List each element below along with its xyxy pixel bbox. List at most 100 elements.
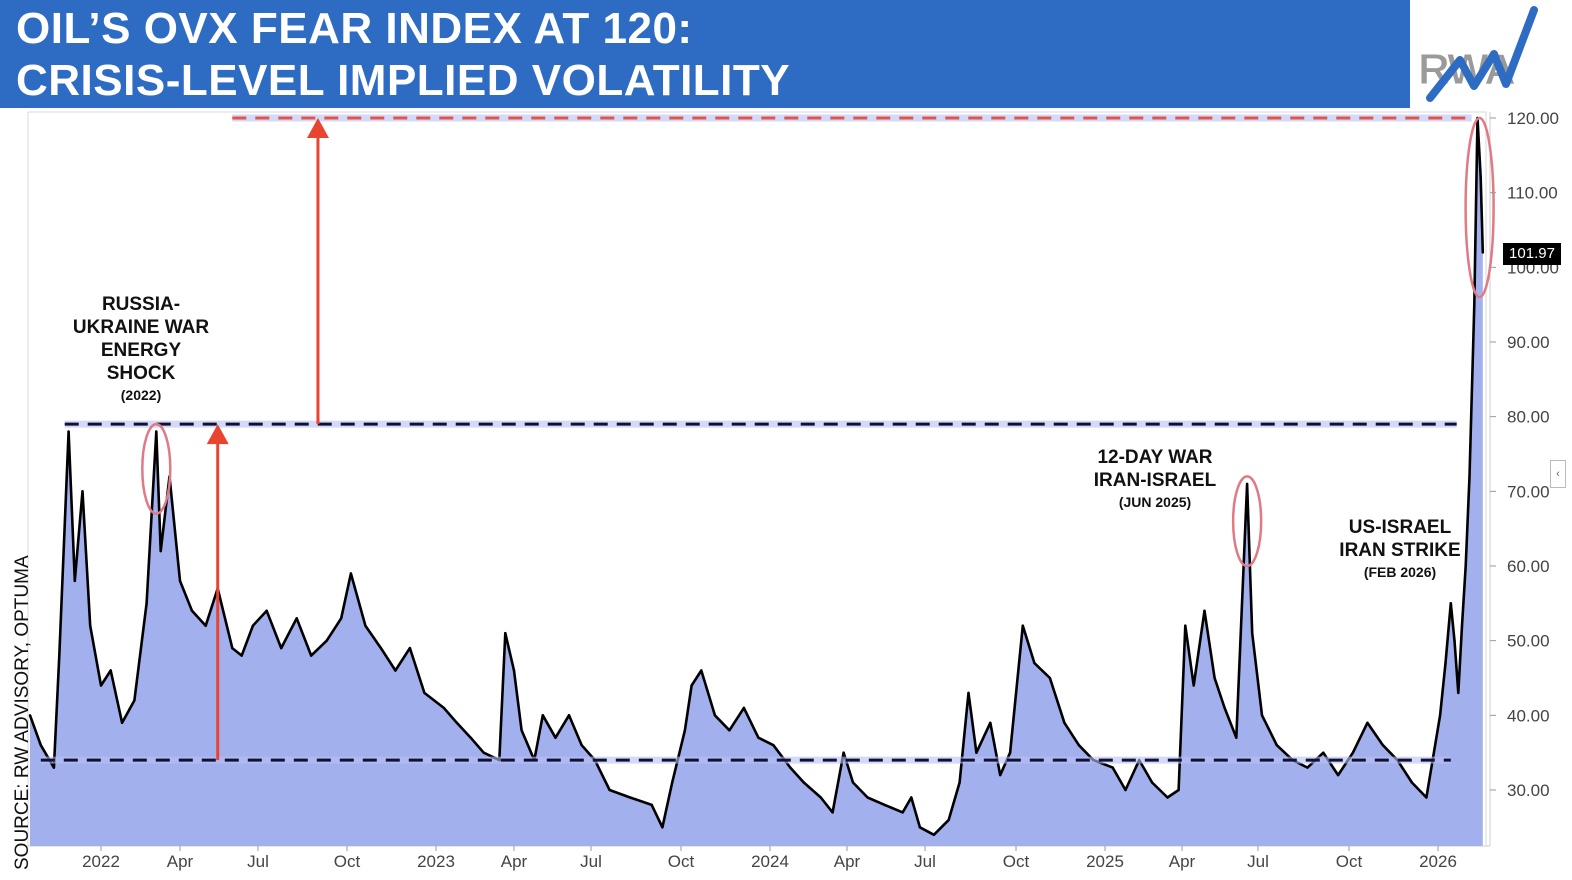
x-tick-label: 2025 <box>1086 852 1124 871</box>
annotation-line: RUSSIA- <box>101 294 181 315</box>
data-point <box>1366 721 1369 724</box>
data-point <box>178 579 182 583</box>
data-point <box>883 803 886 807</box>
x-tick-label: Jul <box>247 852 269 871</box>
annotation-line: SHOCK <box>106 363 176 384</box>
annotation-date: (JUN 2025) <box>1118 494 1192 510</box>
data-point <box>1235 736 1238 739</box>
x-tick-label: Apr <box>834 852 861 871</box>
data-point <box>52 766 56 769</box>
data-point <box>866 796 869 799</box>
data-point <box>802 781 805 784</box>
data-point <box>469 736 472 739</box>
annotation-line: ENERGY <box>100 340 182 361</box>
data-point <box>683 729 687 732</box>
data-point <box>231 646 234 650</box>
data-point <box>133 699 136 702</box>
y-tick-label: 60.00 <box>1507 557 1550 576</box>
data-point <box>742 706 746 710</box>
x-tick-label: Apr <box>167 852 194 871</box>
data-point <box>89 624 92 627</box>
data-point <box>325 639 328 642</box>
data-point <box>1438 714 1442 717</box>
data-point <box>442 706 445 710</box>
data-point <box>947 818 950 822</box>
data-point <box>757 736 760 739</box>
data-point <box>155 430 158 433</box>
arrow-head-icon <box>206 424 229 445</box>
data-point <box>39 744 42 747</box>
data-point <box>1351 751 1355 754</box>
data-point <box>1166 796 1169 799</box>
data-point <box>1203 609 1206 612</box>
x-tick-label: 2023 <box>417 852 455 871</box>
data-point <box>650 803 653 807</box>
highlight-circle <box>1231 475 1263 568</box>
data-point <box>204 624 207 627</box>
data-point <box>999 773 1002 777</box>
data-point <box>145 602 148 605</box>
highlight-circle <box>141 422 172 515</box>
data-point <box>408 646 412 650</box>
data-point <box>251 624 255 627</box>
y-tick-label: 110.00 <box>1507 184 1558 203</box>
data-point <box>1425 796 1428 799</box>
annotation-us-israel-strike: US-ISRAEL IRAN STRIKE (FEB 2026) <box>1320 516 1480 582</box>
data-point <box>1008 751 1012 754</box>
data-point <box>1077 744 1081 747</box>
data-point <box>512 669 516 672</box>
data-point <box>567 714 571 717</box>
annotation-line: US-ISRAEL <box>1348 517 1452 538</box>
x-tick-label: 2022 <box>82 852 120 871</box>
data-point <box>1336 773 1340 777</box>
data-point <box>975 751 978 754</box>
data-point <box>1479 176 1482 179</box>
data-point <box>340 617 343 620</box>
y-tick-label: 30.00 <box>1507 781 1550 800</box>
y-tick-label: 120.00 <box>1507 109 1559 128</box>
data-point <box>190 609 194 612</box>
data-point <box>580 744 583 747</box>
data-point <box>120 721 124 724</box>
data-point <box>81 490 84 493</box>
x-tick-label: Oct <box>1003 852 1030 871</box>
data-point <box>364 624 367 627</box>
annotation-line: IRAN STRIKE <box>1339 540 1461 561</box>
data-point <box>1111 766 1114 769</box>
data-point <box>910 796 913 799</box>
annotation-line: UKRAINE WAR <box>72 317 210 338</box>
data-point <box>819 796 822 799</box>
data-point <box>901 811 904 814</box>
data-point <box>772 744 775 747</box>
y-tick-label: 50.00 <box>1507 632 1550 651</box>
chevron-left-icon[interactable]: ‹ <box>1550 460 1566 488</box>
data-point <box>608 788 611 792</box>
data-point <box>789 766 792 769</box>
data-point <box>1033 661 1036 665</box>
arrow-head-icon <box>306 118 329 138</box>
x-tick-label: Jul <box>580 852 602 871</box>
x-tick-label: Oct <box>334 852 361 871</box>
data-point <box>520 729 523 732</box>
annotation-date: (FEB 2026) <box>1363 564 1437 580</box>
data-point <box>1306 766 1309 769</box>
data-point <box>310 654 313 657</box>
data-point <box>1213 676 1216 680</box>
data-point <box>1322 751 1325 754</box>
data-point <box>690 684 693 687</box>
annotation-date: (2022) <box>120 387 162 403</box>
data-point <box>831 811 834 814</box>
data-point <box>280 646 283 650</box>
data-point <box>159 549 162 553</box>
data-point <box>1481 251 1485 254</box>
data-point <box>1245 482 1249 486</box>
data-point <box>1177 788 1180 792</box>
last-value-badge: 101.97 <box>1503 243 1561 265</box>
x-tick-label: Oct <box>1336 852 1363 871</box>
data-point <box>455 721 458 724</box>
data-point <box>1184 624 1187 627</box>
rwa-logo: RWA <box>1410 0 1572 108</box>
data-point <box>541 714 544 717</box>
data-point <box>1410 781 1414 784</box>
